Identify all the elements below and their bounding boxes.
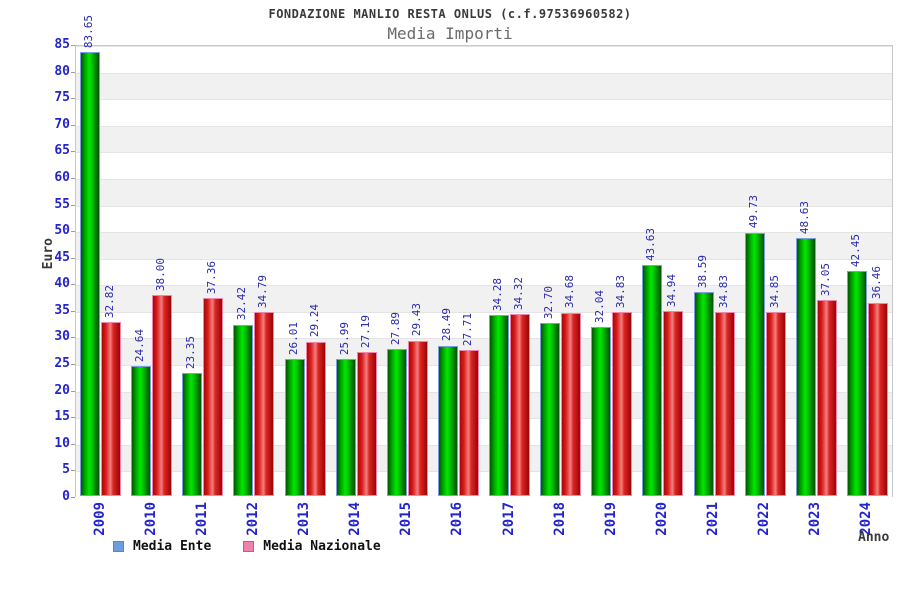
- plot-band-25: [76, 365, 892, 392]
- y-tick-80: 80: [54, 63, 70, 79]
- x-tick-2020: 2020: [653, 502, 670, 536]
- x-tick-2013: 2013: [296, 502, 313, 536]
- x-tick-2017: 2017: [500, 502, 517, 536]
- plot-band-65: [76, 152, 892, 179]
- y-tick-35: 35: [54, 302, 70, 318]
- plot-band-70: [76, 125, 892, 153]
- plot-band-85: [76, 46, 892, 73]
- x-tick-2012: 2012: [244, 502, 261, 536]
- x-tick-2022: 2022: [756, 502, 773, 536]
- plot-band-60: [76, 178, 892, 206]
- plot-band-5: [76, 471, 892, 498]
- plot-band-10: [76, 444, 892, 472]
- plot-band-45: [76, 258, 892, 286]
- y-tick-30: 30: [54, 329, 70, 345]
- legend-label-media-ente: Media Ente: [133, 539, 212, 554]
- legend-swatch-media-nazionale: [243, 541, 255, 552]
- y-tick-25: 25: [54, 356, 70, 372]
- x-tick-2011: 2011: [193, 502, 210, 536]
- y-tick-70: 70: [54, 116, 70, 132]
- y-tick-15: 15: [54, 409, 70, 425]
- plot-band-75: [76, 99, 892, 126]
- x-tick-2019: 2019: [602, 502, 619, 536]
- legend-label-media-nazionale: Media Nazionale: [263, 539, 381, 554]
- y-tick-50: 50: [54, 223, 70, 239]
- y-tick-55: 55: [54, 196, 70, 212]
- plot-band-80: [76, 72, 892, 100]
- plot-area: [75, 45, 893, 498]
- x-tick-2014: 2014: [347, 502, 364, 536]
- y-axis-title: Euro: [41, 238, 56, 270]
- y-tickmark-0: [71, 497, 75, 498]
- plot-band-55: [76, 205, 892, 233]
- x-axis-title: Anno: [858, 530, 890, 545]
- y-tick-10: 10: [54, 435, 70, 451]
- plot-band-20: [76, 391, 892, 419]
- plot-band-15: [76, 418, 892, 445]
- x-tick-2009: 2009: [91, 502, 108, 536]
- y-tick-5: 5: [62, 462, 70, 478]
- chart-title: FONDAZIONE MANLIO RESTA ONLUS (c.f.97536…: [268, 7, 632, 21]
- y-tick-65: 65: [54, 143, 70, 159]
- y-tick-40: 40: [54, 276, 70, 292]
- plot-band-40: [76, 285, 892, 312]
- y-tick-60: 60: [54, 169, 70, 185]
- legend: Media Ente Media Nazionale: [113, 539, 381, 554]
- x-tick-2018: 2018: [551, 502, 568, 536]
- plot-band-30: [76, 338, 892, 366]
- plot-band-35: [76, 311, 892, 339]
- plot-band-50: [76, 232, 892, 259]
- x-tick-2010: 2010: [142, 502, 159, 536]
- legend-swatch-media-ente: [113, 541, 124, 552]
- x-tick-2016: 2016: [449, 502, 466, 536]
- x-tick-2015: 2015: [398, 502, 415, 536]
- chart-subtitle: Media Importi: [387, 24, 513, 43]
- y-tick-20: 20: [54, 382, 70, 398]
- y-tick-75: 75: [54, 90, 70, 106]
- x-tick-2021: 2021: [705, 502, 722, 536]
- x-tick-2023: 2023: [807, 502, 824, 536]
- y-tick-0: 0: [62, 489, 70, 504]
